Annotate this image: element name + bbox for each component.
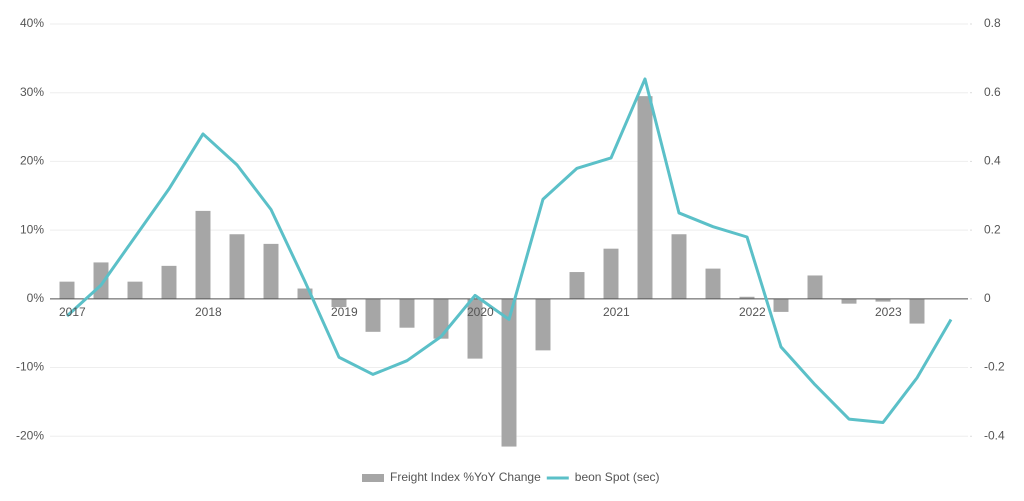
bar (909, 298, 925, 324)
x-tick-label: 2021 (603, 305, 630, 319)
bar (467, 298, 483, 359)
y2-tick-label: 0.6 (984, 85, 1001, 99)
y-tick-label: 20% (20, 154, 44, 168)
bar (365, 298, 381, 332)
bar (433, 298, 449, 339)
x-tick-label: 2023 (875, 305, 902, 319)
y2-tick-label: 0.2 (984, 222, 1001, 236)
y-tick-label: 40% (20, 16, 44, 30)
bar (399, 298, 415, 328)
y-tick-label: -20% (16, 428, 44, 442)
y2-tick-label: -0.2 (984, 360, 1005, 374)
y2-tick-label: 0 (984, 291, 991, 305)
y-tick-label: 30% (20, 85, 44, 99)
y-tick-label: 0% (27, 291, 45, 305)
bar (739, 296, 755, 299)
x-tick-label: 2022 (739, 305, 766, 319)
bar (93, 262, 109, 299)
bar (331, 298, 347, 308)
bar (875, 298, 891, 302)
y2-tick-label: 0.4 (984, 154, 1001, 168)
bar (773, 298, 789, 312)
bar (229, 234, 245, 299)
bar (603, 248, 619, 299)
y2-tick-label: -0.4 (984, 428, 1005, 442)
bar (637, 96, 653, 299)
legend-swatch (362, 474, 384, 482)
x-tick-label: 2020 (467, 305, 494, 319)
bar (671, 234, 687, 299)
y-tick-label: -10% (16, 360, 44, 374)
bar (535, 298, 551, 351)
bar (59, 281, 75, 299)
bar (807, 275, 823, 299)
x-tick-label: 2018 (195, 305, 222, 319)
bar (297, 288, 313, 299)
bar (195, 210, 211, 299)
bar (705, 268, 721, 299)
bar (263, 243, 279, 299)
legend-label: beon Spot (sec) (575, 470, 660, 484)
bar (127, 281, 143, 299)
x-tick-label: 2019 (331, 305, 358, 319)
legend-label: Freight Index %YoY Change (390, 470, 541, 484)
x-tick-label: 2017 (59, 305, 86, 319)
line (65, 77, 953, 425)
y-tick-label: 10% (20, 222, 44, 236)
bar (569, 272, 585, 299)
bar (161, 265, 177, 299)
bar (841, 298, 857, 304)
bar (501, 298, 517, 447)
y2-tick-label: 0.8 (984, 16, 1001, 30)
